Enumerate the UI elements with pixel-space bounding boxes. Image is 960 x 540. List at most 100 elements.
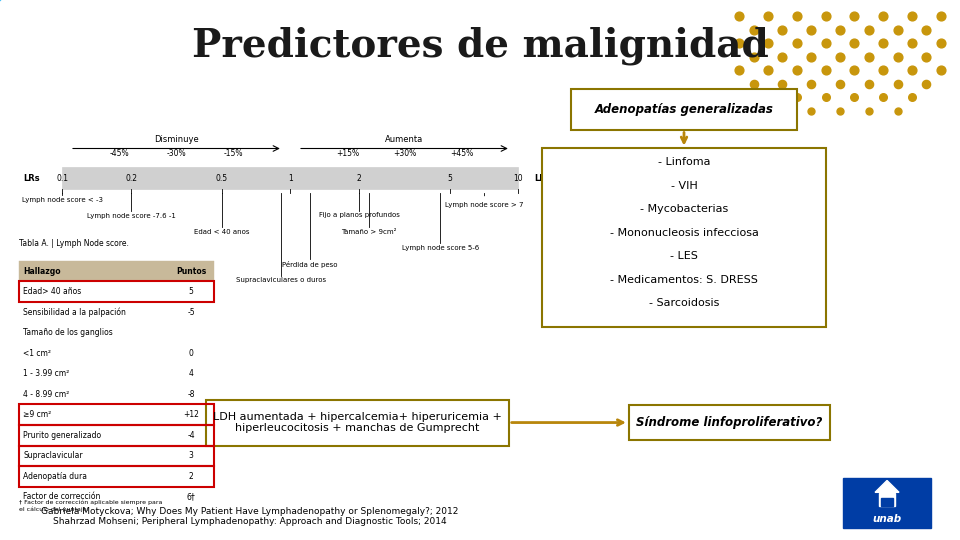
Point — [775, 52, 790, 61]
Text: - Mycobacterias: - Mycobacterias — [640, 204, 728, 214]
Text: LRs: LRs — [534, 174, 551, 183]
Text: <1 cm²: <1 cm² — [23, 349, 51, 357]
Bar — [19, 404, 214, 425]
Point — [760, 93, 776, 102]
Bar — [19, 281, 214, 302]
Point — [904, 93, 920, 102]
Polygon shape — [876, 481, 899, 492]
Text: -4: -4 — [187, 431, 195, 440]
Bar — [19, 343, 214, 363]
Text: 0: 0 — [188, 349, 194, 357]
Point — [832, 25, 848, 34]
Point — [789, 66, 804, 75]
Text: +45%: +45% — [450, 148, 473, 158]
Point — [904, 12, 920, 21]
Text: Supraclaviculares o duros: Supraclaviculares o duros — [236, 277, 325, 284]
Bar — [629, 405, 830, 440]
Point — [746, 79, 761, 88]
Text: Tamaño de los ganglios: Tamaño de los ganglios — [23, 328, 112, 337]
Point — [760, 39, 776, 48]
Point — [861, 106, 876, 115]
Text: - Mononucleosis infecciosa: - Mononucleosis infecciosa — [610, 227, 758, 238]
Point — [847, 93, 862, 102]
Point — [861, 25, 876, 34]
Point — [818, 93, 833, 102]
Point — [876, 66, 891, 75]
Text: 1: 1 — [288, 174, 293, 183]
Text: Hallazgo: Hallazgo — [23, 267, 60, 275]
Point — [732, 12, 747, 21]
Text: Disminuye: Disminuye — [154, 135, 199, 144]
Text: Adenopatías generalizadas: Adenopatías generalizadas — [594, 103, 774, 116]
Point — [832, 52, 848, 61]
Point — [818, 66, 833, 75]
Bar — [542, 148, 826, 327]
Point — [732, 93, 747, 102]
Point — [832, 106, 848, 115]
Text: Edad < 40 anos: Edad < 40 anos — [194, 229, 250, 235]
Bar — [881, 498, 893, 506]
Bar — [62, 167, 518, 189]
Text: 5: 5 — [447, 174, 452, 183]
Point — [876, 93, 891, 102]
Point — [832, 79, 848, 88]
Point — [732, 39, 747, 48]
Text: -8: -8 — [187, 390, 195, 399]
Bar — [19, 261, 214, 281]
Point — [933, 39, 948, 48]
Point — [804, 25, 819, 34]
Text: 2: 2 — [357, 174, 361, 183]
Point — [847, 39, 862, 48]
Text: 6†: 6† — [186, 492, 196, 501]
Text: - Medicamentos: S. DRESS: - Medicamentos: S. DRESS — [610, 275, 758, 285]
Text: Supraclavicular: Supraclavicular — [23, 451, 83, 460]
Text: - Sarcoidosis: - Sarcoidosis — [649, 298, 719, 308]
Point — [861, 52, 876, 61]
Bar — [19, 487, 214, 507]
Point — [818, 12, 833, 21]
Point — [876, 39, 891, 48]
Bar — [843, 478, 931, 528]
Bar — [571, 89, 797, 130]
Text: 2: 2 — [189, 472, 193, 481]
Text: 5: 5 — [188, 287, 194, 296]
Text: 4 - 8.99 cm²: 4 - 8.99 cm² — [23, 390, 69, 399]
Text: - Linfoma: - Linfoma — [658, 157, 710, 167]
Text: - VIH: - VIH — [671, 180, 697, 191]
Text: 3: 3 — [188, 451, 194, 460]
Text: Factor de corrección: Factor de corrección — [23, 492, 101, 501]
Point — [933, 66, 948, 75]
Point — [760, 66, 776, 75]
Point — [775, 106, 790, 115]
Point — [746, 25, 761, 34]
Text: Lymph node score > 7: Lymph node score > 7 — [444, 202, 523, 208]
Text: Lymph node score 5-6: Lymph node score 5-6 — [401, 245, 479, 251]
Bar — [206, 400, 509, 446]
Point — [861, 79, 876, 88]
Bar — [879, 493, 896, 506]
Text: +15%: +15% — [336, 148, 359, 158]
Point — [890, 52, 905, 61]
Bar — [19, 425, 214, 446]
Point — [904, 39, 920, 48]
Bar — [19, 466, 214, 487]
Point — [775, 25, 790, 34]
Point — [746, 52, 761, 61]
Bar — [19, 322, 214, 343]
Text: Lymph node score < -3: Lymph node score < -3 — [22, 197, 103, 203]
Text: -5: -5 — [187, 308, 195, 316]
Text: 1 - 3.99 cm²: 1 - 3.99 cm² — [23, 369, 69, 378]
Text: Predictores de malignidad: Predictores de malignidad — [192, 26, 768, 65]
Text: Aumenta: Aumenta — [385, 135, 423, 144]
Text: -45%: -45% — [109, 148, 130, 158]
Bar — [19, 404, 214, 425]
Point — [789, 39, 804, 48]
Text: - LES: - LES — [670, 251, 698, 261]
Text: Adenopatía dura: Adenopatía dura — [23, 472, 87, 481]
Point — [789, 93, 804, 102]
Point — [847, 12, 862, 21]
Text: 0.2: 0.2 — [125, 174, 137, 183]
Point — [804, 106, 819, 115]
Text: Puntos: Puntos — [176, 267, 206, 275]
Text: Edad> 40 años: Edad> 40 años — [23, 287, 82, 296]
